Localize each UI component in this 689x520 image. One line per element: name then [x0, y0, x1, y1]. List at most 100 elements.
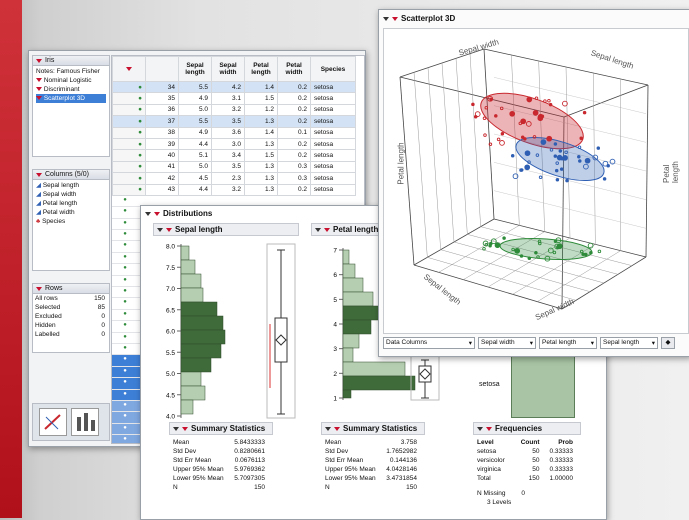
- histogram-bar[interactable]: [180, 343, 222, 359]
- script-scatterplot-3d[interactable]: Scatterplot 3D: [36, 94, 106, 103]
- scatter3d-plot[interactable]: [384, 29, 688, 333]
- column-item[interactable]: ◢ Petal length: [36, 200, 78, 207]
- setosa-point[interactable]: [482, 240, 489, 247]
- table-cell[interactable]: 3.2: [211, 183, 245, 196]
- virginica-point[interactable]: [483, 133, 487, 137]
- virginica-point[interactable]: [532, 135, 537, 139]
- row-marker[interactable]: ●: [112, 172, 146, 185]
- table-cell[interactable]: 3.2: [211, 103, 245, 117]
- virginica-point[interactable]: [499, 106, 504, 111]
- virginica-point[interactable]: [496, 137, 501, 142]
- disclosure-icon[interactable]: [157, 227, 163, 232]
- versicolor-point[interactable]: [596, 146, 601, 150]
- x-axis-select[interactable]: Sepal width ▾: [478, 337, 536, 349]
- histogram-bar[interactable]: [342, 249, 350, 265]
- row-marker[interactable]: ●: [112, 92, 146, 105]
- virginica-point[interactable]: [526, 96, 533, 103]
- table-row[interactable]: ● 35 4.9 3.1 1.5 0.2 setosa: [112, 92, 356, 105]
- versicolor-point[interactable]: [564, 150, 568, 154]
- table-cell[interactable]: setosa: [310, 137, 356, 151]
- histogram-bar[interactable]: [180, 245, 190, 261]
- versicolor-point[interactable]: [555, 161, 559, 165]
- table-cell[interactable]: 5.0: [178, 103, 212, 117]
- table-cell[interactable]: 3.5: [211, 115, 245, 128]
- column-item[interactable]: ♣ Species: [36, 218, 66, 225]
- table-cell[interactable]: 0.2: [277, 137, 311, 151]
- data-columns-select[interactable]: Data Columns ▾: [383, 337, 475, 349]
- histogram-bar[interactable]: [180, 399, 194, 415]
- setosa-point[interactable]: [581, 252, 585, 257]
- histogram-bar[interactable]: [180, 357, 212, 373]
- table-cell[interactable]: 4.4: [178, 183, 212, 196]
- histogram-bar[interactable]: [342, 291, 374, 307]
- table-row[interactable]: ● 36 5.0 3.2 1.2 0.2 setosa: [112, 103, 356, 117]
- table-row[interactable]: ● 39 4.4 3.0 1.3 0.2 setosa: [112, 137, 356, 151]
- table-cell[interactable]: setosa: [310, 160, 356, 174]
- table-cell[interactable]: 3.1: [211, 92, 245, 105]
- table-cell[interactable]: 3.6: [211, 126, 245, 139]
- disclosure-icon[interactable]: [383, 16, 389, 21]
- setosa-point[interactable]: [584, 252, 588, 257]
- setosa-point[interactable]: [547, 247, 554, 254]
- table-cell[interactable]: 5.1: [178, 149, 212, 162]
- table-row[interactable]: ● 40 5.1 3.4 1.5 0.2 setosa: [112, 149, 356, 162]
- table-cell[interactable]: setosa: [310, 103, 356, 117]
- versicolor-point[interactable]: [558, 149, 563, 153]
- table-cell[interactable]: setosa: [310, 92, 356, 105]
- histogram-bar[interactable]: [180, 315, 224, 331]
- summary-menu-icon[interactable]: [334, 426, 340, 431]
- table-cell[interactable]: 4.9: [178, 92, 212, 105]
- versicolor-point[interactable]: [553, 154, 558, 158]
- table-cell[interactable]: 0.2: [277, 103, 311, 117]
- distributions-menu-icon[interactable]: [154, 211, 160, 216]
- setosa-point[interactable]: [553, 239, 558, 243]
- table-row[interactable]: ● 34 5.5 4.2 1.4 0.2 setosa: [112, 80, 356, 94]
- table-cell[interactable]: 3.0: [211, 137, 245, 151]
- histogram-bar[interactable]: [342, 333, 360, 349]
- histogram-bar[interactable]: [180, 371, 202, 387]
- virginica-point[interactable]: [532, 110, 539, 116]
- virginica-point[interactable]: [582, 110, 587, 115]
- histogram-bar[interactable]: [180, 259, 196, 275]
- disclosure-icon[interactable]: [173, 426, 179, 431]
- table-cell[interactable]: 1.3: [244, 137, 278, 151]
- column-header[interactable]: [145, 56, 179, 82]
- table-cell[interactable]: setosa: [310, 126, 356, 139]
- table-cell[interactable]: 0.1: [277, 126, 311, 139]
- virginica-point[interactable]: [500, 132, 505, 136]
- versicolor-point[interactable]: [555, 177, 560, 182]
- setosa-point[interactable]: [587, 242, 594, 249]
- versicolor-point[interactable]: [510, 154, 515, 158]
- setosa-point[interactable]: [490, 238, 497, 245]
- setosa-point[interactable]: [534, 251, 538, 255]
- graph-thumbnail[interactable]: [39, 408, 67, 436]
- histogram-bar[interactable]: [342, 319, 372, 335]
- row-marker[interactable]: ●: [112, 137, 146, 151]
- table-cell[interactable]: 4.9: [178, 126, 212, 139]
- row-marker[interactable]: ●: [112, 126, 146, 139]
- versicolor-point[interactable]: [535, 153, 540, 157]
- column-item[interactable]: ◢ Petal width: [36, 209, 75, 216]
- virginica-point[interactable]: [579, 136, 583, 141]
- table-cell[interactable]: 2.3: [211, 172, 245, 185]
- table-cell[interactable]: setosa: [310, 80, 356, 94]
- row-marker[interactable]: ●: [112, 183, 146, 196]
- setosa-point[interactable]: [482, 246, 486, 251]
- versicolor-point[interactable]: [584, 157, 591, 164]
- histogram-bar[interactable]: [342, 375, 416, 391]
- table-cell[interactable]: 1.5: [244, 149, 278, 162]
- table-cell[interactable]: 0.2: [277, 149, 311, 162]
- grid-menu-icon[interactable]: [126, 66, 132, 71]
- versicolor-point[interactable]: [527, 160, 531, 164]
- versicolor-point[interactable]: [524, 164, 531, 171]
- setosa-point[interactable]: [552, 250, 557, 255]
- setosa-point[interactable]: [537, 239, 542, 244]
- table-cell[interactable]: 4.5: [178, 172, 212, 185]
- table-cell[interactable]: 0.3: [277, 160, 311, 174]
- versicolor-point[interactable]: [602, 160, 609, 167]
- row-marker[interactable]: ●: [112, 160, 146, 174]
- scatter3d-menu-icon[interactable]: [392, 16, 398, 21]
- setosa-point[interactable]: [511, 247, 515, 252]
- table-cell[interactable]: 1.4: [244, 126, 278, 139]
- virginica-point[interactable]: [534, 96, 539, 100]
